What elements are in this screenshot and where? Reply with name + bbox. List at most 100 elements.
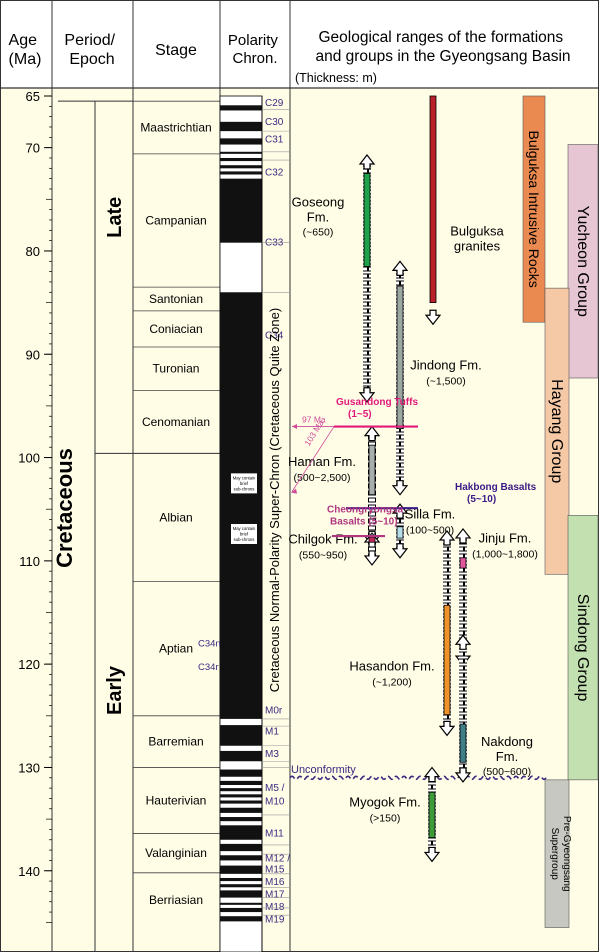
polarity-reversal-band	[220, 794, 262, 798]
stage-column: Maastrichtian Campanian Santonian Coniacian…	[133, 100, 220, 907]
group-label: Yucheon Group	[574, 206, 591, 317]
polarity-reversal-band	[220, 292, 262, 719]
polarity-reversal-band	[220, 877, 262, 882]
polarity-reversal-band	[220, 105, 262, 111]
header-thickness: (Thickness: m)	[295, 71, 377, 85]
sub-chron-note: May contain	[233, 475, 256, 480]
range-arrow-down-icon	[358, 387, 376, 403]
chron-label: M15	[265, 865, 285, 876]
age-marker-arrow-icon	[292, 424, 297, 430]
range-uncertainty-ladder	[459, 537, 467, 659]
sub-chron-note: sub-chrons	[234, 486, 255, 491]
chron-label: C34	[265, 331, 284, 342]
epoch-column: Late Early	[58, 100, 220, 952]
formation-bar	[368, 536, 376, 543]
sub-chron-note: brief	[240, 481, 249, 486]
group-bar	[567, 515, 599, 781]
polarity-reversal-band	[220, 817, 262, 822]
formation-bar	[396, 285, 404, 430]
formation-thickness: (500~2,500)	[294, 472, 351, 484]
formation-range: Silla Fm. (100~500)	[391, 503, 456, 559]
range-arrow-down-icon	[454, 767, 472, 783]
chron-label: M11	[265, 829, 284, 840]
formation-name: Silla Fm.	[405, 506, 456, 521]
header-ranges: Geological ranges of the formations and …	[315, 29, 570, 65]
unconformity-line	[289, 775, 547, 781]
polarity-reversal-band	[220, 788, 262, 792]
age-tick-label: 80	[26, 244, 40, 259]
formation-bar	[443, 604, 451, 716]
range-uncertainty-ladder	[459, 644, 467, 775]
superchron-label: Cretaceous Normal-Polarity Super-Chron (…	[267, 308, 282, 692]
chron-label: C32	[265, 167, 284, 178]
chron-label: C33	[265, 238, 284, 249]
polarity-reversal-band	[220, 165, 262, 169]
range-uncertainty-ladder	[368, 542, 376, 558]
range-arrow-up-icon	[358, 154, 376, 170]
polarity-reversal-band	[220, 178, 262, 243]
stage-label: Berriasian	[149, 893, 203, 907]
polarity-reversal-band	[220, 800, 262, 804]
unconformity-label: Unconformity	[291, 764, 356, 776]
range-arrow-down-icon	[363, 550, 381, 566]
chron-label: M18	[265, 902, 285, 913]
formation-thickness: (100~500)	[406, 524, 454, 536]
age-tick-label: 120	[18, 657, 40, 672]
header-age: Age (Ma)	[9, 32, 42, 68]
polarity-reversal-band	[220, 865, 262, 874]
polarity-reversal-band	[220, 780, 262, 786]
range-arrow-up-icon	[391, 260, 409, 276]
formation-name: Bulguksa	[450, 223, 504, 238]
chron-label: C29	[265, 98, 284, 109]
chart-background	[0, 88, 599, 952]
polarity-reversal-band	[220, 769, 262, 777]
range-arrow-up-icon	[363, 425, 381, 442]
formation-bar	[363, 173, 371, 267]
formation-thickness: (~1,200)	[372, 676, 411, 688]
range-arrow-up-icon	[438, 530, 456, 546]
age-marker-label: 97 Ma	[302, 415, 326, 425]
unconformity: Unconformity	[289, 764, 547, 781]
formation-bar	[429, 95, 437, 304]
polarity-reversal-band	[220, 884, 262, 888]
stage-label: Albian	[159, 510, 192, 524]
volcanic-event-thickness: (5~10)	[467, 494, 496, 505]
formation-bar	[459, 557, 467, 569]
polarity-reversal-band	[220, 138, 262, 145]
polarity-reversal-band	[220, 825, 262, 840]
group-bar	[567, 144, 599, 379]
range-arrow-up-icon	[454, 634, 472, 650]
formation-thickness: (550~950)	[299, 549, 347, 561]
formation-range: Hasandon Fm. (~1,200)	[349, 530, 456, 737]
formation-thickness: (~650)	[303, 227, 334, 239]
polarity-reversal-band	[220, 157, 262, 162]
age-tick-label: 100	[18, 451, 40, 466]
range-arrow-up-icon	[454, 527, 472, 544]
formation-name: Myogok Fm.	[349, 795, 421, 810]
age-marker-line	[291, 426, 335, 492]
stage-label: Aptian	[159, 642, 193, 656]
header-period: Period/ Epoch	[64, 32, 119, 68]
polarity-reversal-band	[220, 855, 262, 861]
range-arrow-up-icon	[391, 503, 409, 519]
formation-unit: granites	[454, 238, 501, 253]
chron-label-small: C34n	[198, 638, 221, 649]
formation-name: Haman Fm.	[288, 454, 356, 469]
chron-label: M0r	[265, 706, 283, 717]
group-bar	[522, 95, 546, 323]
stage-label: Maastrichtian	[140, 121, 211, 135]
chron-label: M12 /	[265, 853, 290, 864]
epoch-label: Early	[104, 665, 126, 715]
stage-label: Coniacian	[149, 322, 202, 336]
chron-label: M3	[265, 749, 279, 760]
formation-unit: Fm.	[496, 749, 518, 764]
group-label-line: Pre-Gyeongsang	[561, 816, 572, 892]
sub-chron-note-box	[231, 523, 257, 544]
range-arrow-down-icon	[423, 846, 441, 863]
formation-thickness: (>150)	[370, 813, 401, 825]
age-tick-label: 70	[26, 141, 40, 156]
